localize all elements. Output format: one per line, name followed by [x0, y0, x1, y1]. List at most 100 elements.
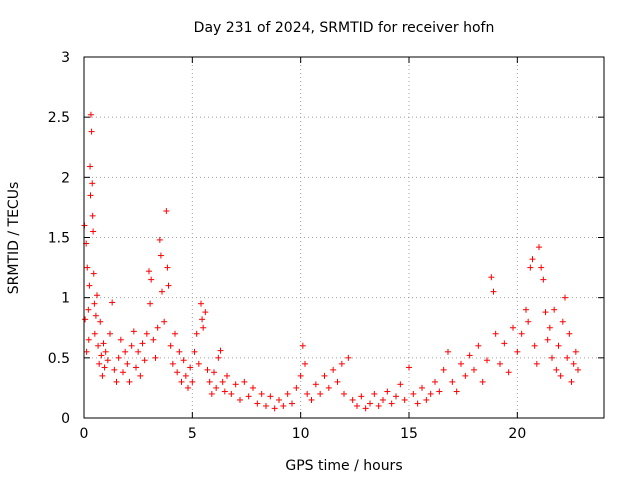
x-tick-label: 5 — [188, 426, 197, 442]
data-point — [245, 393, 252, 400]
data-point — [200, 324, 207, 331]
data-point — [492, 330, 499, 337]
data-point — [479, 378, 486, 385]
data-point — [102, 348, 109, 355]
data-point — [122, 348, 129, 355]
data-point — [551, 306, 558, 313]
data-point — [254, 400, 261, 407]
data-point — [384, 388, 391, 395]
data-point — [555, 342, 562, 349]
data-point — [206, 378, 213, 385]
data-point — [115, 354, 122, 361]
data-point — [388, 400, 395, 407]
data-point — [263, 402, 269, 409]
data-point — [533, 360, 540, 367]
data-point — [86, 282, 93, 289]
data-point — [90, 228, 97, 235]
data-point — [91, 300, 98, 307]
data-point — [542, 309, 549, 316]
data-point — [330, 366, 337, 373]
data-point — [208, 390, 215, 397]
data-point — [544, 336, 551, 343]
data-point — [566, 330, 573, 337]
data-point — [174, 369, 181, 376]
data-point — [564, 354, 571, 361]
data-point — [338, 360, 345, 367]
data-point — [95, 342, 102, 349]
data-point — [85, 336, 92, 343]
data-point — [518, 330, 525, 337]
data-point — [362, 405, 369, 412]
data-point — [458, 360, 464, 367]
data-point — [152, 354, 159, 361]
data-point — [163, 208, 170, 215]
data-point — [96, 360, 103, 367]
data-point — [484, 357, 490, 364]
data-point — [293, 384, 300, 391]
data-point — [195, 360, 202, 367]
data-point — [531, 342, 538, 349]
data-point — [371, 390, 378, 397]
data-point — [250, 384, 256, 391]
data-point — [104, 357, 111, 364]
data-point — [375, 402, 382, 409]
data-point — [180, 357, 187, 364]
data-point — [401, 396, 408, 403]
data-point — [559, 318, 566, 325]
data-point — [133, 364, 139, 371]
data-point — [82, 316, 89, 323]
data-point — [575, 366, 581, 373]
data-point — [89, 180, 96, 187]
data-point — [284, 390, 291, 397]
data-point — [215, 354, 222, 361]
data-point — [490, 288, 497, 295]
data-point — [302, 360, 308, 367]
data-point — [308, 396, 315, 403]
y-tick-label: 2 — [61, 170, 70, 186]
data-point — [124, 360, 131, 367]
data-points — [81, 111, 581, 412]
x-tick-label: 20 — [508, 426, 526, 442]
data-point — [276, 396, 282, 403]
data-point — [199, 316, 206, 323]
data-point — [189, 378, 196, 385]
data-point — [549, 354, 555, 361]
data-point — [141, 357, 148, 364]
data-point — [572, 348, 579, 355]
data-point — [380, 396, 386, 403]
data-point — [159, 288, 165, 295]
x-tick-label: 15 — [400, 426, 418, 442]
data-point — [91, 330, 98, 337]
grid-lines — [84, 57, 604, 418]
data-point — [148, 276, 155, 283]
data-point — [150, 336, 157, 343]
data-point — [94, 292, 100, 299]
data-point — [193, 330, 200, 337]
data-point — [111, 366, 118, 373]
data-point — [562, 294, 568, 301]
tick-labels: 0 5 10 15 20 0 0.5 1 1.5 2 2.5 3 — [48, 50, 527, 442]
data-point — [568, 378, 575, 385]
data-point — [100, 340, 107, 347]
data-point — [241, 378, 248, 385]
data-point — [167, 342, 174, 349]
data-point — [221, 388, 228, 395]
data-point — [113, 378, 120, 385]
data-point — [154, 324, 161, 331]
data-point — [126, 378, 133, 385]
data-point — [198, 300, 204, 307]
data-point — [88, 128, 95, 135]
data-point — [172, 330, 178, 337]
data-point — [553, 366, 560, 373]
data-point — [87, 163, 94, 170]
data-point — [538, 264, 545, 271]
data-point — [540, 276, 547, 283]
data-point — [107, 330, 113, 337]
data-point — [135, 348, 142, 355]
data-point — [92, 312, 99, 319]
data-point — [557, 372, 564, 379]
x-tick-label: 10 — [292, 426, 310, 442]
data-point — [497, 360, 503, 367]
data-point — [419, 384, 425, 391]
data-point — [99, 372, 106, 379]
